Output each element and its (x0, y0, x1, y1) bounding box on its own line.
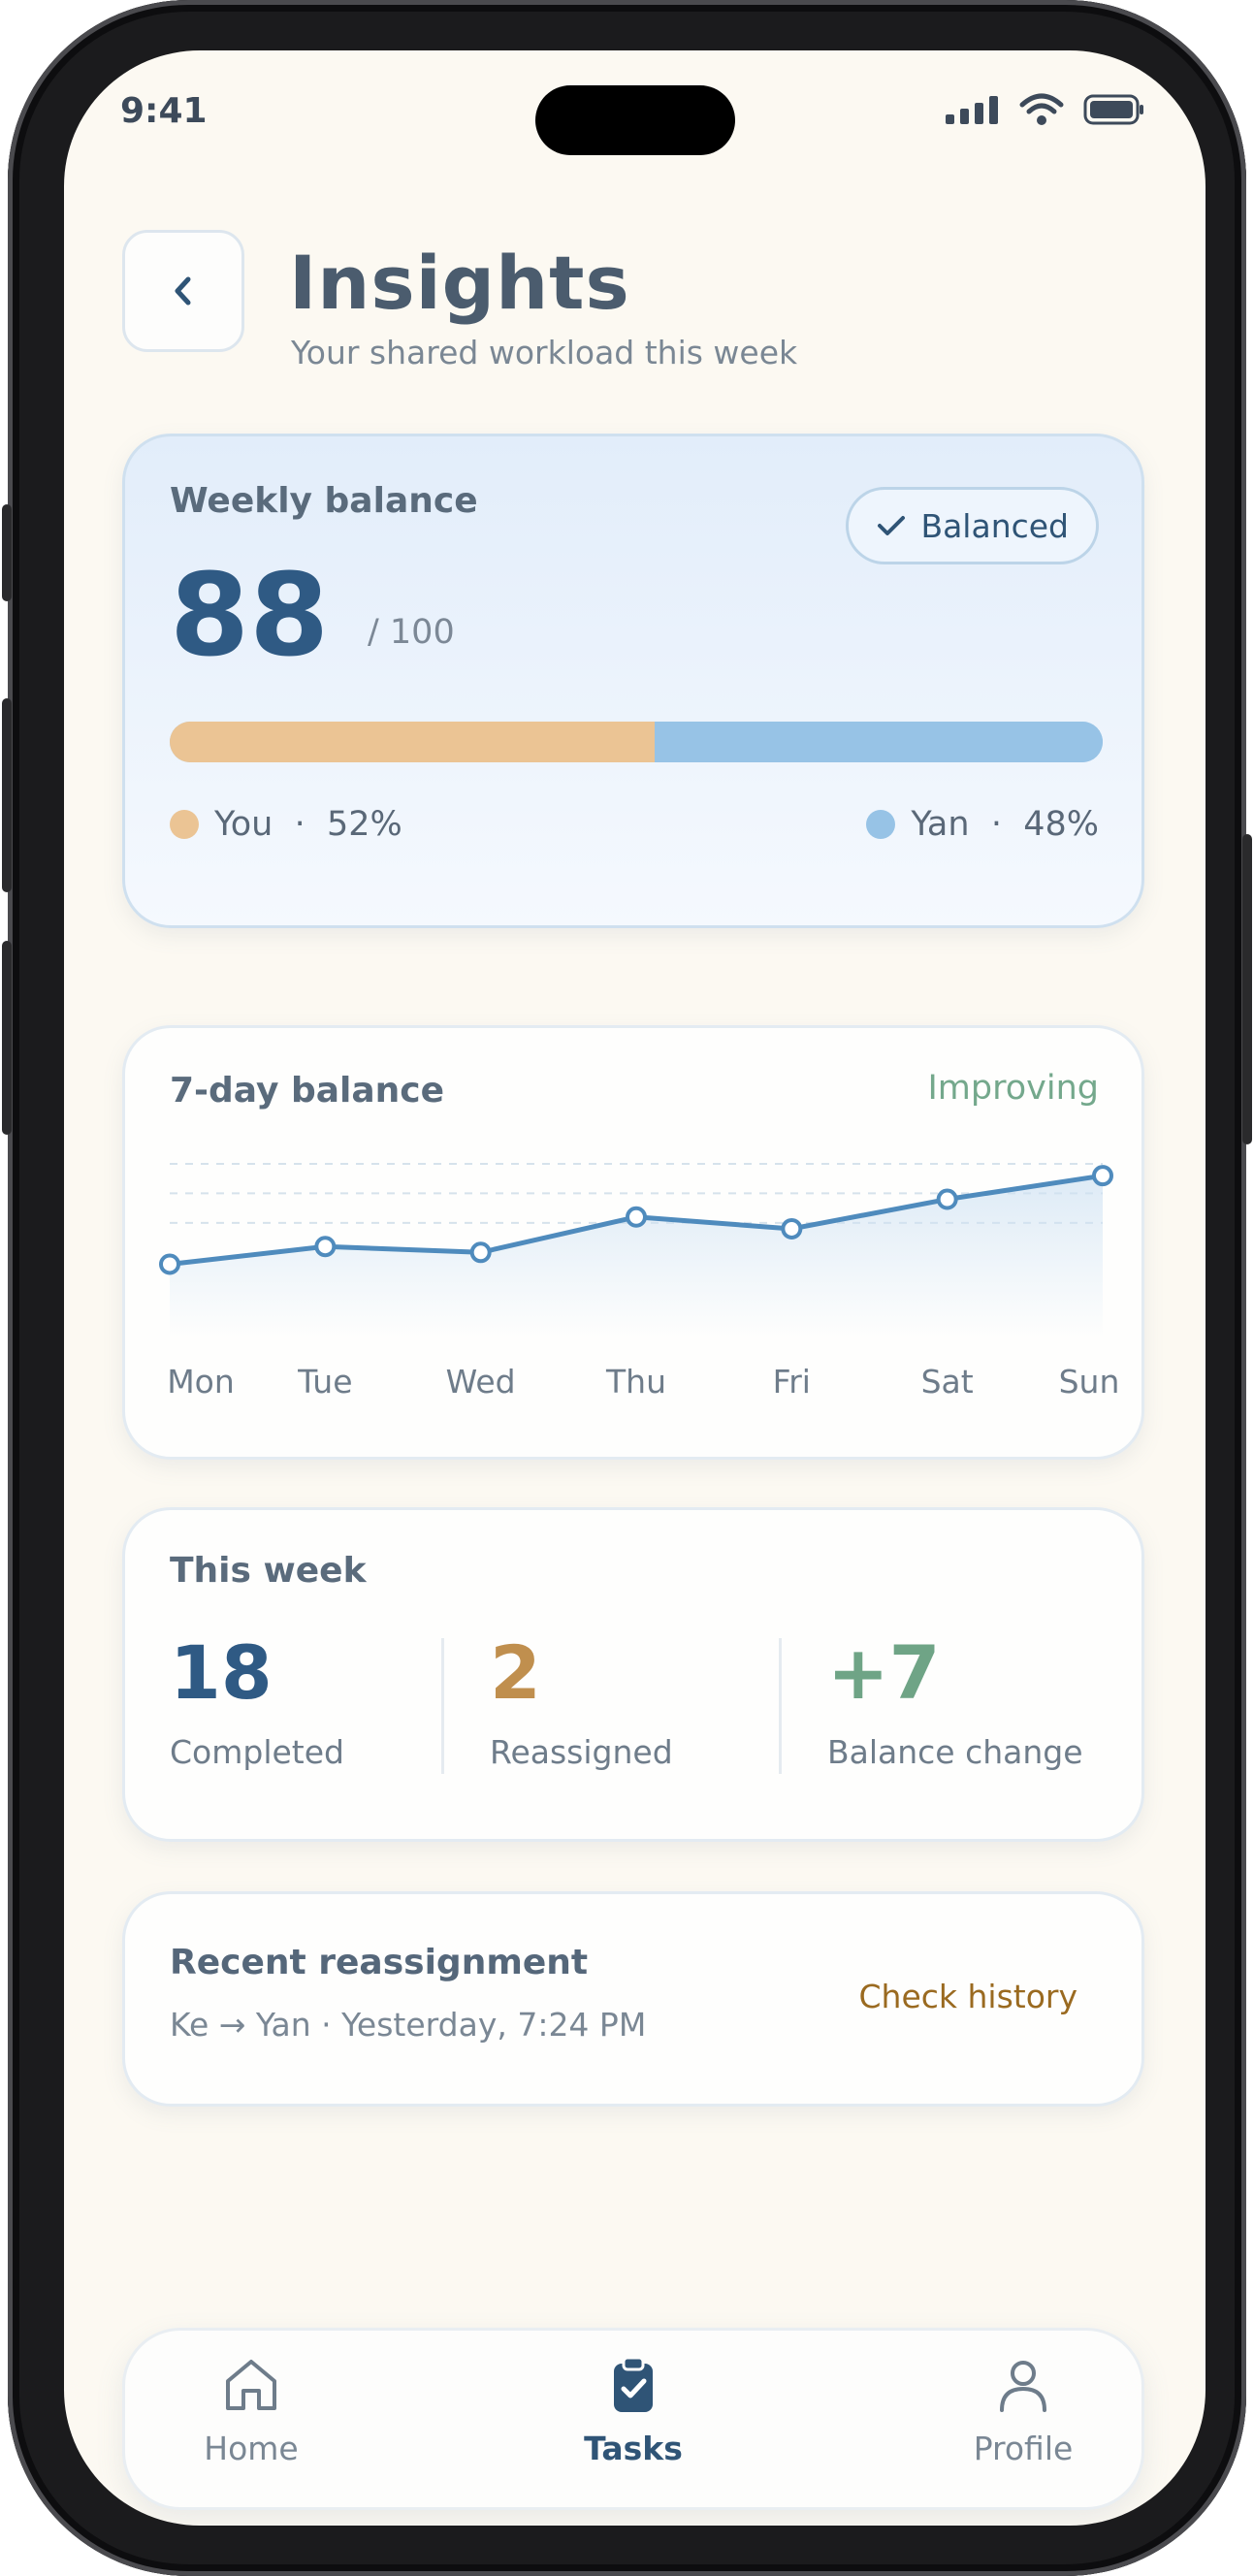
bar-segment-you (170, 722, 656, 762)
bar-segment-yan (655, 722, 1103, 762)
trend-line-chart (159, 1163, 1113, 1338)
x-tick-label: Mon (167, 1363, 235, 1401)
x-tick-label: Tue (298, 1363, 353, 1401)
volume-down-button (2, 941, 12, 1135)
x-tick-label: Fri (772, 1363, 811, 1401)
mute-switch (2, 504, 12, 601)
balance-score: 88 (170, 548, 330, 682)
stat-value: 18 (170, 1629, 273, 1716)
stat-value: 2 (490, 1629, 541, 1716)
signal-icon (946, 96, 998, 124)
person-icon (1000, 2361, 1046, 2412)
chart-point-thu (626, 1206, 647, 1228)
score-out-of: / 100 (368, 613, 455, 652)
legend-you: You · 52% (170, 805, 402, 844)
legend-yan-text: Yan · 48% (911, 805, 1099, 844)
recent-reassignment-card[interactable]: Recent reassignment Ke → Yan · Yesterday… (122, 1891, 1144, 2107)
tab-profile[interactable]: Profile (926, 2354, 1120, 2467)
tab-home-label: Home (204, 2430, 299, 2467)
tab-tasks[interactable]: Tasks (536, 2354, 730, 2467)
chart-area-fill (170, 1175, 1103, 1338)
page-subtitle: Your shared workload this week (291, 334, 798, 371)
stat-divider (779, 1638, 782, 1774)
chevron-left-icon (175, 276, 191, 306)
tab-home[interactable]: Home (154, 2354, 348, 2467)
chart-point-mon (159, 1253, 180, 1275)
stat-caption: Completed (170, 1733, 344, 1771)
seven-day-label: 7-day balance (170, 1071, 445, 1111)
clipboard-check-icon (614, 2356, 653, 2412)
check-history-link[interactable]: Check history (858, 1978, 1077, 2015)
stat-reassigned: 2 Reassigned (490, 1629, 673, 1772)
stat-completed: 18 Completed (170, 1629, 344, 1772)
x-tick-label: Thu (606, 1363, 666, 1401)
legend-dot-you (170, 810, 199, 839)
stat-divider (441, 1638, 444, 1774)
chart-point-tue (314, 1236, 337, 1258)
dynamic-island (535, 85, 735, 155)
seven-day-balance-card: 7-day balance Improving Mon Tue Wed Thu Fri S… (122, 1025, 1144, 1460)
home-icon (226, 2360, 276, 2410)
stat-value: +7 (827, 1629, 941, 1716)
bottom-tab-bar: Home Tasks Profile (122, 2328, 1144, 2510)
app-screen: 9:41 Insights Yo (64, 50, 1206, 2526)
recent-reassignment-detail: Ke → Yan · Yesterday, 7:24 PM (170, 2006, 647, 2044)
badge-label: Balanced (920, 506, 1069, 545)
recent-reassignment-title: Recent reassignment (170, 1943, 589, 1982)
page-title: Insights (289, 240, 630, 326)
stat-caption: Reassigned (490, 1733, 673, 1771)
stat-caption: Balance change (827, 1733, 1083, 1771)
tab-profile-label: Profile (973, 2430, 1074, 2467)
x-tick-label: Wed (445, 1363, 516, 1401)
chart-point-sun (1092, 1165, 1113, 1187)
balanced-badge: Balanced (846, 487, 1099, 564)
legend-dot-yan (866, 810, 896, 839)
legend-you-text: You · 52% (214, 805, 402, 844)
status-time: 9:41 (120, 91, 208, 131)
chart-point-sat (936, 1188, 958, 1210)
x-tick-label: Sat (920, 1363, 974, 1401)
power-button (1242, 834, 1252, 1144)
trend-status: Improving (927, 1069, 1099, 1108)
stat-balance-change: +7 Balance change (827, 1629, 1083, 1772)
chart-point-wed (469, 1241, 492, 1264)
chart-point-fri (781, 1217, 803, 1240)
weekly-balance-label: Weekly balance (170, 481, 478, 521)
back-button[interactable] (122, 230, 244, 352)
status-icons (946, 93, 1145, 126)
balance-split-bar (170, 722, 1103, 762)
volume-up-button (2, 698, 12, 892)
this-week-label: This week (170, 1551, 367, 1591)
checkmark-icon (878, 516, 906, 535)
wifi-icon (1019, 93, 1064, 125)
x-tick-label: Sun (1058, 1363, 1120, 1401)
tab-tasks-label: Tasks (584, 2430, 683, 2467)
this-week-card: This week 18 Completed 2 Reassigned +7 B… (122, 1507, 1144, 1842)
weekly-balance-card: Weekly balance Balanced 88 / 100 You · 5… (122, 434, 1144, 928)
battery-icon (1083, 94, 1143, 125)
legend-yan: Yan · 48% (866, 805, 1099, 844)
